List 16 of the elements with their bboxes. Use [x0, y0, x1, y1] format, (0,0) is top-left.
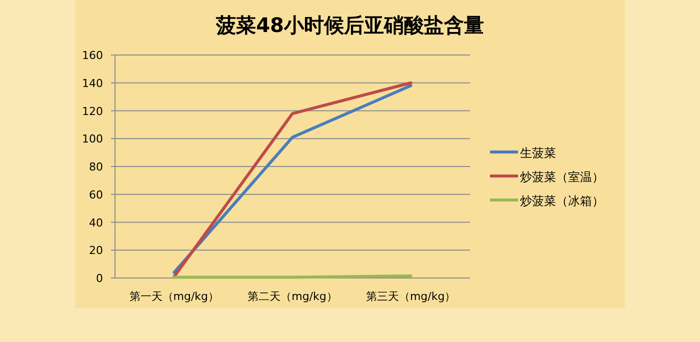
y-tick-label: 140 [82, 76, 103, 90]
y-tick-label: 60 [89, 188, 103, 202]
y-tick-label: 0 [96, 272, 103, 285]
y-tick-label: 20 [89, 244, 103, 258]
y-tick-label: 40 [89, 216, 103, 230]
y-tick-label: 80 [89, 160, 103, 174]
legend-label: 生菠菜 [520, 146, 556, 160]
x-tick-label: 第三天（mg/kg） [366, 290, 456, 303]
y-tick-label: 100 [82, 132, 103, 146]
y-tick-label: 120 [82, 104, 103, 118]
chart-title: 菠菜48小时候后亚硝酸盐含量 [215, 13, 484, 37]
x-tick-label: 第二天（mg/kg） [248, 290, 338, 303]
x-tick-label: 第一天（mg/kg） [129, 290, 220, 303]
y-tick-label: 160 [82, 49, 103, 62]
legend-label: 炒菠菜（室温） [520, 170, 604, 184]
legend-label: 炒菠菜（冰箱） [520, 194, 604, 208]
